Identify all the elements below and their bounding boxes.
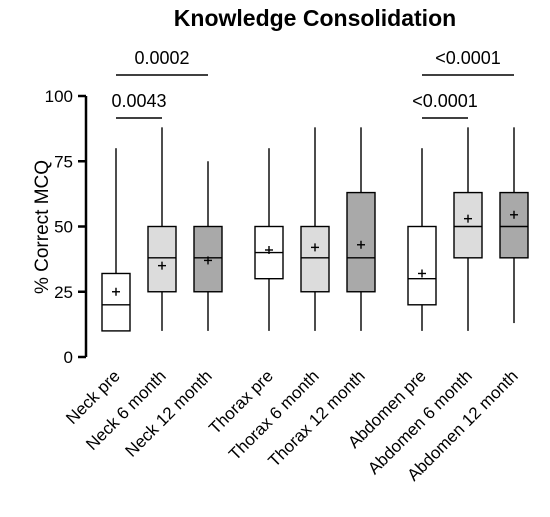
iqr-box bbox=[499, 191, 529, 259]
significance-brackets: 0.0043 0.0002 <0.0001 <0.0001 bbox=[111, 48, 514, 119]
p-value-label: 0.0002 bbox=[134, 48, 189, 68]
iqr-box bbox=[101, 272, 131, 332]
box-plot-item bbox=[499, 127, 529, 324]
y-tick-label: 0 bbox=[64, 348, 73, 367]
y-tick-label: 75 bbox=[54, 152, 73, 171]
axes: 0 25 50 75 100 bbox=[45, 87, 88, 367]
y-tick-label: 25 bbox=[54, 283, 73, 302]
boxes-group bbox=[101, 127, 529, 332]
category-label: Neck 6 month bbox=[82, 366, 170, 454]
y-axis-label: % Correct MCQ bbox=[32, 160, 53, 294]
box-plot-item bbox=[254, 148, 284, 331]
box-plot-item bbox=[407, 148, 437, 331]
p-value-label: 0.0043 bbox=[111, 91, 166, 111]
box-plot-item bbox=[101, 148, 131, 332]
y-tick-label: 100 bbox=[45, 87, 73, 106]
box-plot-item bbox=[147, 127, 177, 331]
box-plot-item bbox=[193, 161, 223, 331]
iqr-box bbox=[453, 191, 483, 259]
box-plot-item bbox=[453, 127, 483, 331]
box-plot-item bbox=[346, 127, 376, 331]
iqr-box bbox=[300, 225, 330, 293]
box-plot-item bbox=[300, 127, 330, 331]
p-value-label: <0.0001 bbox=[412, 91, 478, 111]
iqr-box bbox=[147, 225, 177, 293]
p-value-label: <0.0001 bbox=[435, 48, 501, 68]
chart-title: Knowledge Consolidation bbox=[174, 5, 456, 31]
y-tick-label: 50 bbox=[54, 218, 73, 237]
iqr-box bbox=[407, 225, 437, 306]
